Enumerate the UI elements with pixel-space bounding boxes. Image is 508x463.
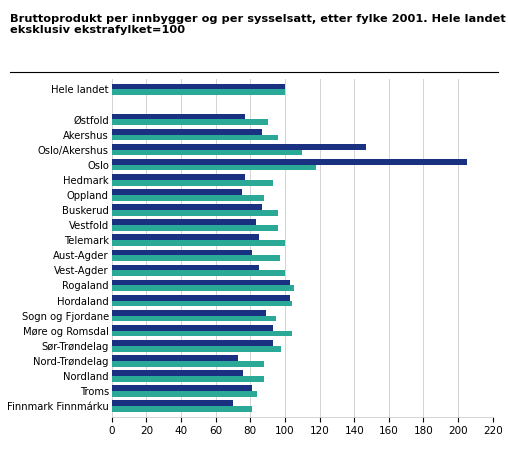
Bar xyxy=(112,189,242,195)
Bar xyxy=(112,316,276,321)
Bar xyxy=(112,250,252,255)
Bar xyxy=(112,385,252,391)
Bar xyxy=(112,331,292,337)
Bar xyxy=(112,89,285,95)
Bar xyxy=(112,83,285,89)
Bar xyxy=(112,400,233,406)
Bar xyxy=(112,285,294,291)
Bar xyxy=(112,325,273,331)
Bar xyxy=(112,376,264,382)
Bar xyxy=(112,159,467,165)
Bar xyxy=(112,280,290,285)
Bar xyxy=(112,165,316,170)
Bar xyxy=(112,234,259,240)
Bar xyxy=(112,129,263,135)
Bar xyxy=(112,264,259,270)
Bar xyxy=(112,204,263,210)
Bar xyxy=(112,270,285,276)
Bar xyxy=(112,219,256,225)
Bar xyxy=(112,225,278,231)
Bar xyxy=(112,150,302,156)
Bar xyxy=(112,391,257,397)
Bar xyxy=(112,255,280,261)
Bar xyxy=(112,295,290,300)
Bar xyxy=(112,210,278,216)
Bar xyxy=(112,180,273,186)
Bar xyxy=(112,240,285,246)
Bar xyxy=(112,135,278,140)
Bar xyxy=(112,144,366,150)
Bar xyxy=(112,114,245,119)
Bar xyxy=(112,310,266,316)
Bar xyxy=(112,340,273,346)
Bar xyxy=(112,174,245,180)
Bar xyxy=(112,355,238,361)
Bar xyxy=(112,370,243,376)
Bar xyxy=(112,300,292,306)
Bar xyxy=(112,119,268,125)
Bar xyxy=(112,195,264,200)
Bar xyxy=(112,346,281,351)
Bar xyxy=(112,406,252,412)
Bar xyxy=(112,361,264,367)
Text: Bruttoprodukt per innbygger og per sysselsatt, etter fylke 2001. Hele landet
eks: Bruttoprodukt per innbygger og per sysse… xyxy=(10,14,506,36)
